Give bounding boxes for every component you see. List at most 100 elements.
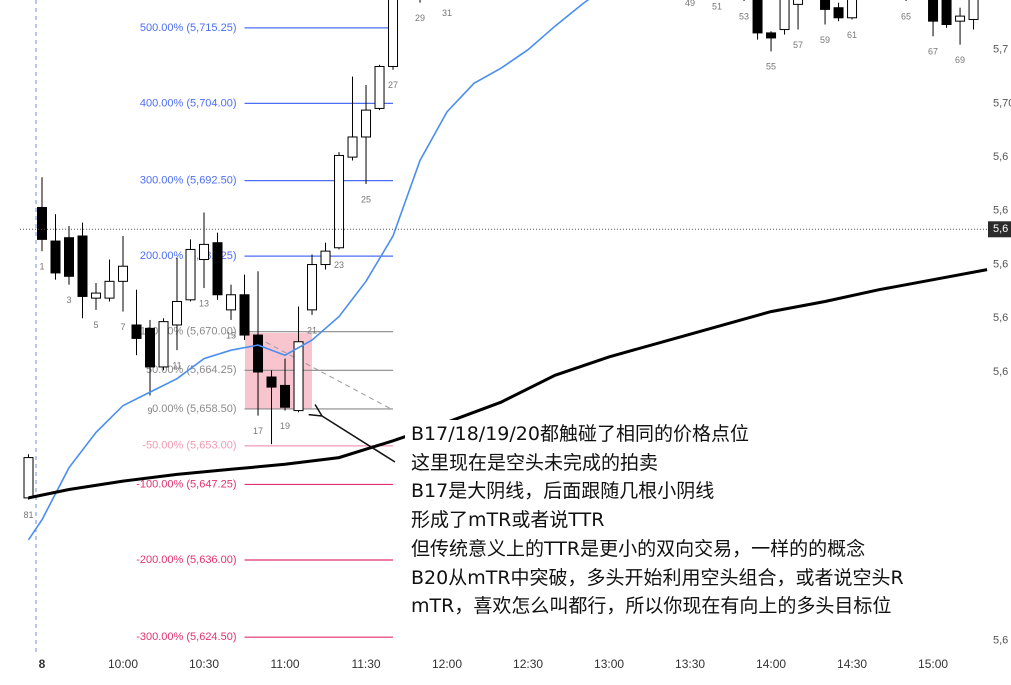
- candle-body: [226, 294, 237, 311]
- bar-number: 27: [388, 80, 398, 90]
- y-tick-label: 5,6: [993, 366, 1008, 378]
- candle-body: [847, 0, 858, 19]
- bar-number: 29: [415, 13, 425, 23]
- candle-body: [77, 235, 88, 297]
- bar-number: 19: [280, 421, 290, 431]
- candle-body: [968, 0, 979, 20]
- bar-number: 55: [766, 62, 776, 72]
- bar-number: 23: [334, 260, 344, 270]
- fib-label: 0.00% (5,658.50): [152, 403, 236, 415]
- annotation-line: B20从mTR中突破，多头开始利用空头组合，或者说空头R: [411, 566, 904, 589]
- y-tick-label: 5,6: [993, 634, 1008, 646]
- annotation-line: B17是大阴线，后面跟随几根小阴线: [411, 480, 715, 503]
- candle-body: [307, 264, 318, 311]
- fib-label: 300.00% (5,692.50): [140, 175, 237, 187]
- candle-body: [185, 248, 196, 301]
- fib-label: -300.00% (5,624.50): [136, 631, 236, 643]
- bar-number: 69: [955, 55, 965, 65]
- candle-body: [212, 242, 223, 296]
- annotation-line: B17/18/19/20都触碰了相同的价格点位: [411, 423, 749, 445]
- bar-number: 67: [928, 47, 938, 57]
- candle-body: [820, 0, 831, 10]
- bar-number: 5: [94, 320, 99, 330]
- bar-number: 31: [442, 8, 452, 18]
- candle-body: [118, 265, 129, 282]
- candle-body: [779, 0, 790, 31]
- candle-body: [293, 341, 304, 412]
- fib-label: 500.00% (5,715.25): [140, 22, 237, 34]
- fib-label: -100.00% (5,647.25): [136, 478, 236, 490]
- trend-line: [257, 337, 394, 411]
- bar-number: 15: [226, 330, 236, 340]
- bar-number: 81: [23, 510, 33, 520]
- x-tick-label: 12:00: [432, 657, 462, 671]
- bar-number: 21: [307, 325, 317, 335]
- candle-body: [374, 65, 385, 109]
- bar-number: 11: [172, 361, 181, 371]
- x-tick-label: 13:00: [594, 657, 624, 671]
- annotation-line: 形成了mTR或者说TTR: [411, 509, 605, 532]
- bar-number: 65: [901, 11, 911, 21]
- x-tick-label: 8: [39, 657, 46, 671]
- bar-number: 9: [148, 406, 153, 416]
- last-price-box: [988, 221, 1011, 238]
- bar-number: 59: [820, 35, 830, 45]
- candle-body: [361, 109, 372, 138]
- candle-body: [928, 0, 939, 22]
- candle-body: [131, 324, 142, 339]
- candle-body: [347, 136, 358, 158]
- x-tick-label: 12:30: [513, 657, 543, 671]
- candle-body: [64, 237, 75, 277]
- candle-body: [388, 0, 399, 67]
- last-price-label: 5,6: [993, 223, 1008, 235]
- fib-label: -50.00% (5,653.00): [142, 440, 236, 452]
- annotation-line: 但传统意义上的TTR是更小的双向交易，一样的的概念: [411, 537, 866, 560]
- moving-average: [27, 0, 590, 541]
- y-tick-label: 5,6: [993, 151, 1008, 163]
- arrow: [322, 416, 396, 463]
- x-tick-label: 10:30: [189, 657, 219, 671]
- candle-body: [37, 206, 48, 240]
- candle-body: [320, 250, 331, 266]
- bar-number: 53: [739, 11, 749, 21]
- x-tick-label: 14:30: [837, 657, 867, 671]
- candle-body: [158, 321, 169, 368]
- bar-number: 51: [712, 1, 722, 11]
- candle-body: [172, 300, 183, 326]
- candle-body: [253, 334, 264, 373]
- candle-body: [793, 0, 804, 5]
- candle-body: [955, 15, 966, 22]
- y-tick-label: 5,7: [993, 44, 1008, 56]
- candle-body: [766, 32, 777, 39]
- bar-number: 17: [253, 426, 263, 436]
- bar-number: 25: [361, 194, 371, 204]
- fib-label: 50.00% (5,664.25): [146, 364, 237, 376]
- candle-body: [941, 0, 952, 26]
- y-tick-label: 5,6: [993, 258, 1008, 270]
- candle-body: [266, 376, 277, 388]
- x-tick-label: 15:00: [918, 657, 948, 671]
- candle-body: [239, 294, 250, 336]
- bar-number: 61: [847, 30, 857, 40]
- bar-number: 3: [66, 295, 71, 305]
- candle-body: [23, 457, 34, 499]
- candle-body: [280, 384, 291, 408]
- candle-body: [199, 243, 210, 261]
- moving-average: [28, 268, 988, 500]
- bar-number: 49: [685, 0, 695, 8]
- x-tick-label: 11:00: [270, 657, 299, 671]
- plot-area: 500.00% (5,715.25) 400.00% (5,704.00) 300.…: [23, 0, 988, 643]
- candle-body: [833, 7, 844, 19]
- bar-number: 13: [199, 298, 209, 308]
- x-tick-label: 11:30: [351, 657, 380, 671]
- candle-body: [145, 327, 156, 368]
- x-tick-label: 14:00: [756, 657, 786, 671]
- fib-label: -200.00% (5,636.00): [136, 554, 236, 566]
- x-tick-label: 13:30: [675, 657, 705, 671]
- candle-body: [104, 280, 115, 299]
- candle-body: [91, 292, 102, 299]
- y-tick-label: 5,6: [993, 312, 1008, 324]
- y-tick-label: 5,6: [993, 205, 1008, 217]
